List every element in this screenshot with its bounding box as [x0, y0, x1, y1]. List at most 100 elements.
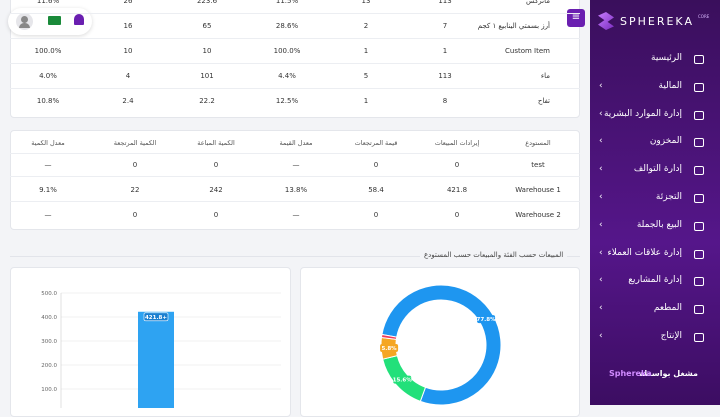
- bar: [138, 311, 174, 413]
- row-divider: [10, 13, 580, 14]
- column-header: معدل القيمة: [279, 139, 313, 147]
- menu-icon: [694, 277, 704, 287]
- data-label: 421.8+: [145, 315, 167, 321]
- y-tick-label: 100.0: [41, 387, 57, 393]
- table-cell: 223.6: [196, 0, 218, 5]
- page: المبيعات حسب الفئة والمبيعات حسب المستود…: [8, 0, 720, 417]
- table-cell: 22.2: [199, 97, 215, 105]
- menu-item[interactable]: إدارة علاقات العملاء: [607, 247, 682, 258]
- menu-item[interactable]: إدارة المشاريع: [628, 275, 682, 286]
- items-table: [10, 0, 580, 118]
- menu-icon: [694, 249, 704, 259]
- notification-bell[interactable]: [74, 14, 84, 25]
- item-name: تفاح: [537, 97, 550, 105]
- column-header: إيرادات المبيعات: [434, 139, 480, 147]
- row-divider: [10, 201, 580, 202]
- menu-toggle[interactable]: ≡: [567, 9, 585, 27]
- table-cell: 28.6%: [275, 22, 299, 30]
- data-label: 5.8%: [381, 346, 397, 352]
- label-box: [380, 343, 399, 352]
- menu-icon: [694, 166, 704, 176]
- menu-icon: [694, 333, 704, 342]
- item-name: ماتركس: [526, 0, 550, 5]
- footer-label: مشغل بواسطة: [639, 369, 698, 378]
- main: المبيعات حسب الفئة والمبيعات حسب المستود…: [8, 0, 585, 417]
- table-cell: 11.6%: [36, 0, 60, 5]
- footer-brand: Sphereka: [609, 369, 652, 378]
- menu-icon: [694, 194, 704, 203]
- language-flag[interactable]: [48, 16, 61, 25]
- table-cell: 12.5%: [275, 97, 299, 105]
- y-tick-label: 200.0: [41, 363, 57, 369]
- table-cell: 1: [363, 97, 369, 105]
- table-cell: Warehouse 2: [515, 211, 561, 219]
- chevron: ‹: [599, 303, 603, 314]
- table-cell: 22: [130, 186, 140, 194]
- user-icon[interactable]: [16, 13, 33, 30]
- table-cell: —: [292, 161, 300, 169]
- chevron: ‹: [599, 331, 603, 341]
- table-cell: 0: [213, 211, 219, 219]
- menu-item[interactable]: البيع بالجملة: [636, 219, 682, 230]
- menu-item[interactable]: المالية: [658, 80, 682, 91]
- table-cell: 4.0%: [39, 72, 57, 80]
- menu-item[interactable]: إدارة التوالف: [633, 164, 682, 175]
- table-cell: 113: [438, 0, 452, 5]
- label-box: [477, 315, 496, 324]
- menu-icon: [694, 110, 704, 120]
- donut-chart: 77.8% 15.6% 5.8%: [380, 284, 502, 406]
- table-cell: 421.8: [446, 186, 468, 194]
- table-cell: 4.4%: [278, 72, 296, 80]
- menu-icon: [694, 138, 704, 148]
- table-cell: 16: [123, 22, 133, 30]
- item-name: Custom Item: [505, 47, 550, 55]
- table-cell: 2: [363, 22, 369, 30]
- chevron: ‹: [599, 219, 603, 230]
- logo: SPHEREKA: [620, 15, 694, 28]
- column-header: معدل الكمية: [31, 139, 65, 147]
- header-divider: [10, 153, 580, 154]
- table-cell: 242: [209, 186, 223, 194]
- table-cell: 26: [123, 0, 133, 5]
- menu-item[interactable]: المطعم: [653, 303, 682, 314]
- section-title: المبيعات حسب الفئة والمبيعات حسب المستود…: [420, 251, 568, 259]
- table-cell: Warehouse 1: [515, 186, 561, 194]
- y-tick-label: 300.0: [41, 339, 57, 345]
- column-header: قيمة المرتجعات: [354, 139, 398, 147]
- table-cell: 0: [454, 161, 460, 169]
- table-cell: 9.1%: [39, 186, 57, 194]
- logo-icon: [598, 12, 614, 30]
- menu-item[interactable]: المخزون: [649, 136, 682, 147]
- donut-slice: [381, 284, 502, 406]
- row-divider: [10, 88, 580, 89]
- table-cell: 100.0%: [273, 47, 301, 55]
- logo-sub: CORE: [698, 14, 710, 19]
- menu-item[interactable]: الإنتاج: [660, 331, 682, 341]
- table-cell: 0: [132, 211, 138, 219]
- menu-item[interactable]: إدارة الموارد البشرية: [603, 108, 682, 119]
- menu-icon: [694, 305, 704, 315]
- table-cell: 101: [200, 72, 214, 80]
- label-box: [143, 312, 169, 322]
- table-cell: 113: [438, 72, 452, 80]
- table-cell: 4: [125, 72, 131, 80]
- y-tick-label: 500.0: [41, 291, 57, 297]
- chevron: ‹: [599, 108, 603, 119]
- column-header: الكمية المرتجعة: [113, 139, 157, 147]
- table-cell: 58.4: [368, 186, 384, 194]
- table-cell: 65: [202, 22, 212, 30]
- table-cell: 13: [361, 0, 371, 5]
- table-cell: —: [44, 211, 52, 219]
- column-header: المستودع: [525, 139, 551, 147]
- table-cell: 2.4: [122, 97, 134, 105]
- item-name: ماء: [540, 72, 550, 80]
- chevron: ‹: [599, 164, 603, 175]
- warehouse-table: [10, 130, 580, 230]
- menu-item[interactable]: التجزئة: [655, 192, 682, 202]
- data-label: 77.8%: [477, 317, 497, 323]
- menu-item[interactable]: الرئيسية: [651, 53, 682, 63]
- table-cell: test: [531, 161, 545, 169]
- table-cell: 5: [363, 72, 369, 80]
